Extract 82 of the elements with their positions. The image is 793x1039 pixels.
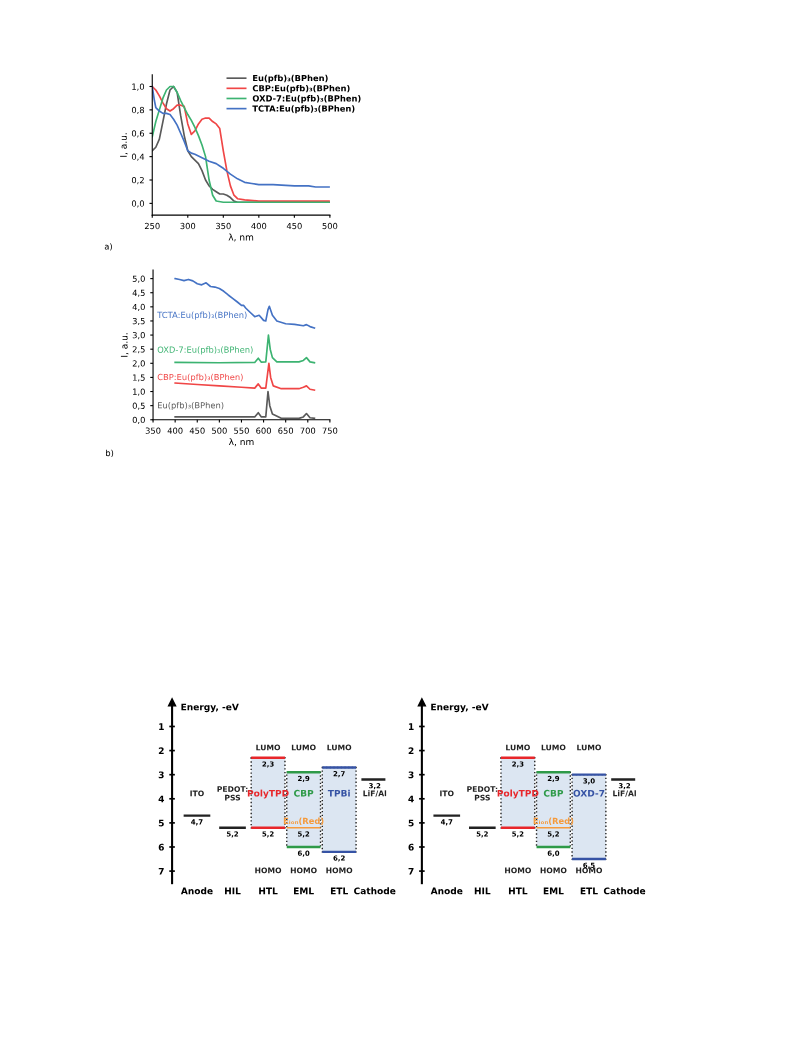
y-tick-label: 1 xyxy=(408,723,414,730)
series-label: CBP:Eu(pfb)₃(BPhen) xyxy=(157,373,243,382)
x-tick-label: 600 xyxy=(256,427,271,434)
y-tick-label: 2,0 xyxy=(132,360,145,368)
annotation: OXD-7 xyxy=(573,789,605,797)
x-tick-label: HTL xyxy=(508,887,528,895)
series-label: Eu(pfb)₃(BPhen) xyxy=(158,401,224,411)
x-tick-label: EML xyxy=(294,887,314,895)
annotation: PolyTPD xyxy=(497,789,539,799)
y-tick-label: 0,0 xyxy=(132,416,145,424)
y-tick-label: 0,0 xyxy=(131,200,145,208)
legend-label: TCTA:Eu(pfb)₃(BPhen) xyxy=(252,105,355,114)
y-tick-label: 3,0 xyxy=(132,332,145,340)
legend-label: OXD-7:Eu(pfb)₃(BPhen) xyxy=(252,95,361,104)
y-tick-label: 7 xyxy=(408,867,414,875)
y-tick-label: 1 xyxy=(159,723,164,730)
x-tick-label: 350 xyxy=(145,427,161,434)
x-tick-label: ETL xyxy=(330,887,348,895)
x-tick-label: ETL xyxy=(580,887,598,895)
x-tick-label: EML xyxy=(543,887,564,895)
y-tick-label: 6 xyxy=(158,843,164,851)
y-axis-title: I, a.u. xyxy=(120,133,128,157)
text: b) xyxy=(106,449,114,458)
x-tick-label: 450 xyxy=(286,222,302,230)
series-label: Eᵢₒₙ(Red) xyxy=(533,817,574,825)
y-tick-label: 0,4 xyxy=(131,153,145,161)
x-axis-title: λ, nm xyxy=(228,438,254,447)
y-tick-label: 1,5 xyxy=(133,374,145,382)
x-tick-label: 400 xyxy=(251,222,267,230)
x-tick-label: 700 xyxy=(300,427,316,434)
y-tick-label: 2 xyxy=(158,747,164,754)
series-label: TCTA:Eu(pfb)₃(BPhen) xyxy=(157,311,247,320)
x-tick-label: 550 xyxy=(234,427,249,434)
y-tick-label: 0,8 xyxy=(131,106,145,115)
x-tick-label: Anode xyxy=(430,887,463,895)
x-tick-label: 750 xyxy=(322,427,338,434)
x-tick-label: Anode xyxy=(180,887,213,895)
x-tick-label: Cathode xyxy=(603,887,646,895)
x-tick-label: 250 xyxy=(144,222,160,230)
series-label: Eᵢₒₙ(Red) xyxy=(283,817,324,825)
y-tick-label: 5 xyxy=(158,819,164,827)
legend-label: Eu(pfb)₃(BPhen) xyxy=(253,74,328,83)
y-axis-title: I, a.u. xyxy=(120,333,129,357)
series-label: OXD-7:Eu(pfb)₃(BPhen) xyxy=(157,346,253,355)
annotation: CBP xyxy=(543,789,564,797)
y-tick-label: 2 xyxy=(408,747,414,754)
y-tick-label: 2,5 xyxy=(132,346,145,354)
annotation: TPBi xyxy=(327,789,350,797)
y-tick-label: 3,5 xyxy=(132,317,145,326)
text: a) xyxy=(104,243,112,251)
annotation: CBP xyxy=(294,789,314,797)
y-tick-label: 4 xyxy=(158,795,165,803)
y-tick-label: 1,0 xyxy=(133,388,145,396)
y-tick-label: 4 xyxy=(408,795,414,803)
y-tick-label: 5 xyxy=(408,819,414,827)
legend-label: CBP:Eu(pfb)₃(BPhen) xyxy=(252,84,350,93)
y-tick-label: 0,6 xyxy=(131,130,145,138)
y-tick-label: 4,0 xyxy=(132,303,145,311)
x-tick-label: 350 xyxy=(215,222,231,230)
y-axis-title: Energy, -eV xyxy=(181,703,239,713)
y-tick-label: 7 xyxy=(158,867,164,875)
y-tick-label: 0,2 xyxy=(131,176,144,185)
x-tick-label: 500 xyxy=(322,222,338,230)
y-axis-title: Energy, -eV xyxy=(431,703,489,713)
y-tick-label: 4,5 xyxy=(132,289,145,297)
x-tick-label: 300 xyxy=(180,222,196,230)
x-tick-label: 500 xyxy=(212,427,227,434)
x-axis-title: λ, nm xyxy=(228,233,254,242)
x-tick-label: 450 xyxy=(189,427,205,434)
y-tick-label: 6 xyxy=(408,843,414,851)
x-tick-label: HIL xyxy=(474,887,491,895)
y-tick-label: 1,0 xyxy=(132,83,145,91)
y-tick-label: 5,0 xyxy=(132,275,145,283)
x-tick-label: 650 xyxy=(278,427,294,434)
y-tick-label: 3 xyxy=(158,771,164,779)
x-tick-label: HIL xyxy=(225,887,241,895)
x-tick-label: 400 xyxy=(167,427,183,434)
annotation: PolyTPD xyxy=(247,789,289,799)
x-tick-label: Cathode xyxy=(354,887,396,895)
x-tick-label: HTL xyxy=(259,887,278,895)
y-tick-label: 3 xyxy=(408,771,414,779)
y-tick-label: 0,5 xyxy=(132,402,145,410)
